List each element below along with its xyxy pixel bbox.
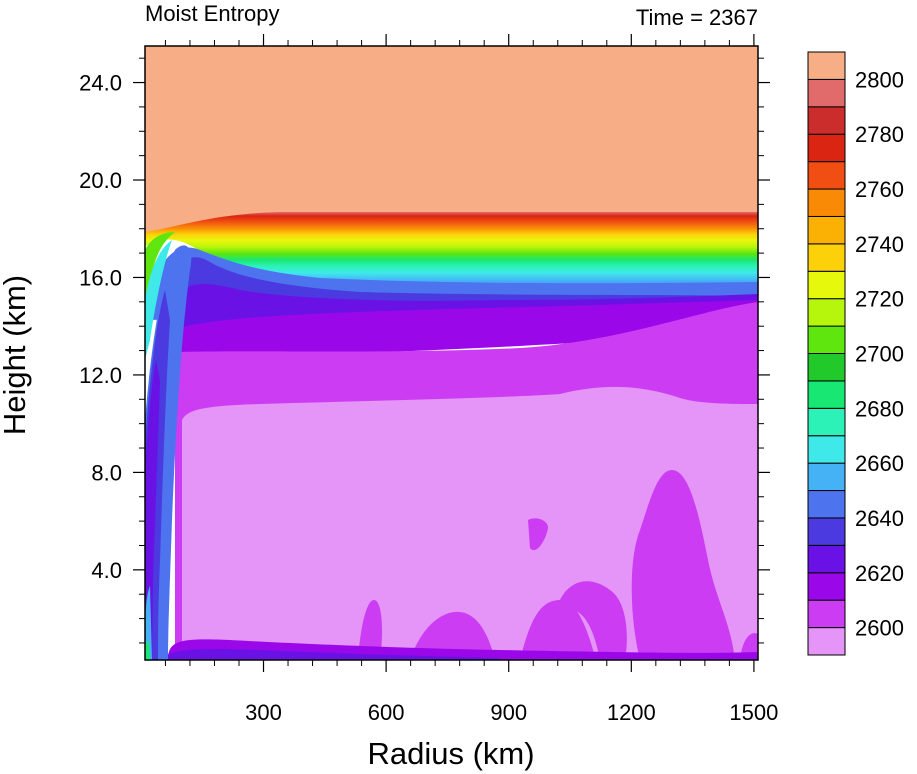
band-2610-blob-b: [520, 600, 596, 660]
y-tick-label: 24.0: [79, 71, 122, 96]
colorbar-box: [807, 490, 846, 519]
x-tick-label: 1200: [607, 700, 656, 725]
colorbar-box: [807, 188, 846, 217]
colorbar-box: [807, 106, 846, 135]
colorbar-box: [807, 517, 846, 546]
colorbar-box: [807, 627, 846, 656]
colorbar-box: [807, 407, 846, 437]
x-tick-label: 1500: [729, 700, 778, 725]
contour-field: [145, 46, 758, 660]
y-tick-label: 20.0: [79, 168, 122, 193]
colorbar-box: [807, 161, 846, 190]
chart-title-left: Moist Entropy: [145, 1, 280, 26]
colorbar-box: [807, 243, 846, 272]
colorbar-box: [807, 544, 846, 574]
band-2610-blob-e: [528, 518, 548, 551]
chart-title-right: Time = 2367: [636, 5, 758, 30]
y-tick-label: 16.0: [79, 265, 122, 290]
colorbar-box: [807, 353, 846, 382]
colorbar-label: 2720: [855, 287, 904, 312]
colorbar-label: 2700: [855, 342, 904, 367]
colorbar-label: 2740: [855, 232, 904, 257]
band-2800: [145, 46, 758, 236]
colorbar-box: [807, 133, 846, 163]
eyewall-2690: [145, 640, 150, 660]
band-2610-blob-c: [560, 581, 627, 660]
y-tick-label: 8.0: [91, 460, 122, 485]
band-2600: [182, 386, 758, 660]
colorbar-label: 2620: [855, 561, 904, 586]
colorbar-label: 2640: [855, 506, 904, 531]
colorbar-label: 2800: [855, 67, 904, 92]
colorbar-box: [807, 78, 846, 108]
eyewall-cap: [145, 232, 175, 320]
colorbar-box: [807, 462, 846, 492]
band-2610-blob-f: [358, 600, 382, 660]
colorbar-box: [807, 298, 846, 327]
colorbar: 2600 2620 2640 2660 2680 2700 2720 2740 2760 2780…: [807, 51, 904, 656]
y-tick-label: 12.0: [79, 363, 122, 388]
y-axis: 4.0 8.0 12.0 16.0 20.0 24.0: [79, 57, 770, 644]
colorbar-label: 2780: [855, 122, 904, 147]
band-2610-blob-a: [631, 470, 735, 660]
eyewall-cap-cyan: [145, 240, 172, 360]
eyewall-2660: [145, 586, 152, 660]
colorbar-box: [807, 572, 846, 601]
eyewall-2620: [145, 360, 160, 660]
y-axis-label: Height (km): [0, 275, 32, 435]
x-tick-label: 900: [490, 700, 527, 725]
colorbar-box: [807, 215, 846, 245]
band-tropopause-gradient: [145, 212, 758, 292]
plot-frame: [144, 45, 759, 661]
band-2610-blob-d: [410, 611, 495, 660]
colorbar-label: 2660: [855, 451, 904, 476]
band-surface-2640: [160, 649, 500, 660]
colorbar-label: 2600: [855, 616, 904, 641]
colorbar-box: [807, 599, 846, 629]
colorbar-label: 2760: [855, 177, 904, 202]
band-2620: [170, 300, 758, 360]
colorbar-label: 2680: [855, 396, 904, 421]
colorbar-box: [807, 325, 846, 355]
y-tick-label: 4.0: [91, 558, 122, 583]
colorbar-box: [807, 435, 846, 464]
colorbar-box: [807, 51, 846, 80]
colorbar-box: [807, 270, 846, 300]
colorbar-box: [807, 380, 846, 409]
x-tick-label: 600: [368, 700, 405, 725]
x-axis: 300 600 900 1200 1500: [164, 34, 778, 725]
x-tick-label: 300: [245, 700, 282, 725]
x-axis-label: Radius (km): [367, 736, 534, 771]
